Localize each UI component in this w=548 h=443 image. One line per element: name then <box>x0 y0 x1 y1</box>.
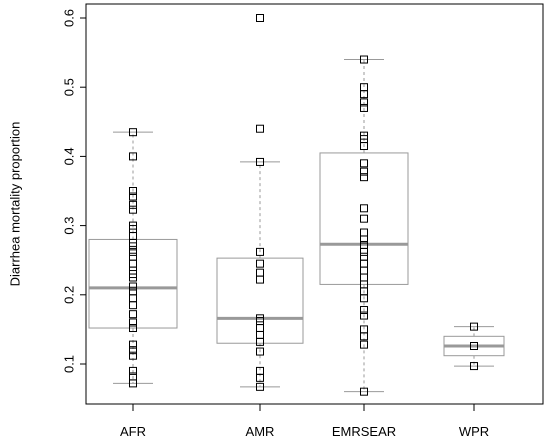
data-point <box>360 90 368 99</box>
data-point <box>360 142 368 151</box>
data-point <box>360 311 368 320</box>
data-point <box>256 373 264 382</box>
x-tick-label: EMRSEAR <box>332 424 396 439</box>
data-point <box>360 247 368 256</box>
x-axis: AFR AMR EMRSEAR WPR <box>120 404 489 439</box>
data-point <box>129 152 137 161</box>
boxes-layer <box>88 14 505 396</box>
data-point <box>129 128 137 137</box>
data-point <box>129 324 137 333</box>
data-point <box>360 259 368 268</box>
data-point <box>360 252 368 261</box>
data-point <box>129 259 137 268</box>
data-point <box>129 282 137 291</box>
data-point <box>129 346 137 355</box>
data-point <box>129 247 137 256</box>
iqr-box <box>216 257 304 344</box>
data-point <box>360 173 368 182</box>
data-point <box>256 275 264 284</box>
data-point <box>360 235 368 244</box>
data-point <box>129 192 137 201</box>
data-point <box>256 330 264 339</box>
data-point <box>360 306 368 315</box>
data-point <box>360 204 368 213</box>
y-tick-label: 0.2 <box>61 286 76 304</box>
y-tick-label: 0.6 <box>61 9 76 27</box>
data-point <box>256 14 264 22</box>
iqr-box <box>319 152 409 285</box>
data-point <box>256 347 264 356</box>
y-tick-label: 0.4 <box>61 147 76 165</box>
data-point <box>256 337 264 346</box>
data-point <box>360 214 368 223</box>
data-point <box>129 340 137 349</box>
data-point <box>256 382 264 391</box>
data-point <box>360 273 368 282</box>
iqr-box <box>88 238 178 329</box>
box-group-wpr <box>443 322 505 371</box>
data-point <box>470 322 478 331</box>
data-point <box>360 340 368 349</box>
y-tick-label: 0.5 <box>61 78 76 96</box>
data-point <box>129 310 137 319</box>
box-group-amr <box>216 14 304 391</box>
data-point <box>129 366 137 375</box>
data-point <box>360 103 368 112</box>
data-point <box>360 55 368 64</box>
data-point <box>129 205 137 214</box>
x-tick-label: WPR <box>459 424 489 439</box>
plot-frame <box>85 3 544 405</box>
data-point <box>256 157 264 166</box>
data-point <box>256 324 264 333</box>
data-point <box>256 268 264 277</box>
data-point <box>360 228 368 237</box>
data-point <box>360 266 368 275</box>
data-point <box>360 332 368 341</box>
box-group-emrsear <box>319 55 409 396</box>
data-point <box>129 273 137 282</box>
y-tick-label: 0.3 <box>61 217 76 235</box>
data-point <box>129 252 137 261</box>
data-point <box>360 387 368 396</box>
data-point <box>129 294 137 303</box>
y-tick-label: 0.1 <box>61 355 76 373</box>
data-point <box>256 247 264 256</box>
data-point <box>129 379 137 388</box>
y-axis-title: Diarrhea mortality proportion <box>7 122 22 287</box>
box-group-afr <box>88 128 178 388</box>
x-tick-label: AFR <box>120 424 146 439</box>
data-point <box>470 362 478 371</box>
data-point <box>470 342 478 351</box>
data-point <box>129 301 137 310</box>
data-point <box>360 167 368 176</box>
data-point <box>256 124 264 133</box>
data-point <box>256 259 264 268</box>
data-point <box>129 242 137 251</box>
data-point <box>360 294 368 303</box>
data-point <box>360 159 368 168</box>
data-point <box>129 351 137 360</box>
data-point <box>360 98 368 107</box>
y-axis: 0.1 0.2 0.3 0.4 0.5 0.6 <box>61 9 86 373</box>
x-tick-label: AMR <box>246 424 275 439</box>
data-point <box>129 200 137 209</box>
data-point <box>129 318 137 327</box>
data-point <box>129 187 137 195</box>
